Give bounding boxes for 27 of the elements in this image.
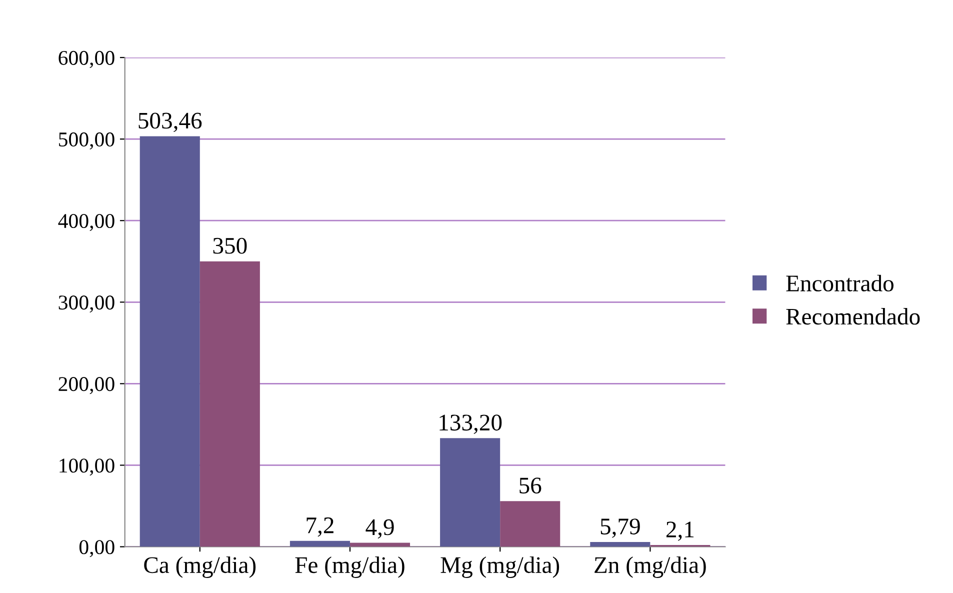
y-tick-label: 400,00 xyxy=(58,214,114,232)
data-label: 350 xyxy=(213,238,247,254)
y-tick-label: 500,00 xyxy=(59,132,114,150)
bar xyxy=(140,136,200,547)
data-label: 7,2 xyxy=(306,517,334,537)
x-tick-label: Fe (mg/dia) xyxy=(295,556,404,578)
bar xyxy=(200,261,260,547)
data-label: 4,9 xyxy=(366,519,394,539)
y-tick-label: 100,00 xyxy=(60,458,114,476)
legend-label: Encontrado xyxy=(786,274,894,292)
legend-label: Recomendado xyxy=(786,308,920,325)
data-label: 56 xyxy=(520,478,542,494)
y-tick-label: 300,00 xyxy=(58,296,114,313)
y-tick-label: 0,00 xyxy=(79,540,114,558)
y-tick-label: 200,00 xyxy=(58,377,114,394)
data-label: 2,1 xyxy=(666,522,694,541)
data-label: 133,20 xyxy=(440,414,502,434)
x-tick-label: Ca (mg/dia) xyxy=(144,556,256,578)
bar xyxy=(590,542,650,547)
bar xyxy=(290,540,350,547)
x-tick-label: Mg (mg/dia) xyxy=(440,556,560,578)
y-tick-label: 600,00 xyxy=(58,50,114,68)
bar xyxy=(440,438,500,547)
x-tick-label: Zn (mg/dia) xyxy=(594,556,706,578)
data-label: 503,46 xyxy=(138,112,202,132)
data-label: 5,79 xyxy=(600,518,640,538)
bar xyxy=(500,501,560,547)
